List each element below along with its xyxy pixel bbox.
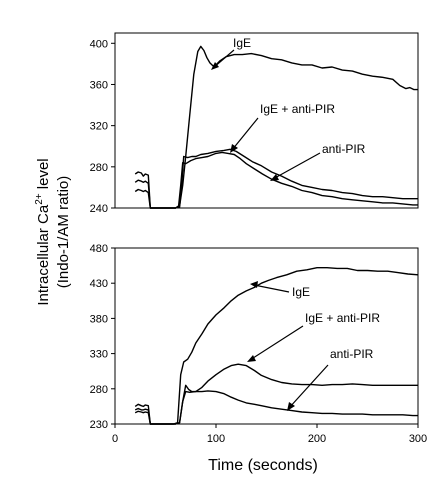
x-axis-label: Time (seconds) bbox=[208, 457, 318, 474]
y-axis-label-line2: (Indo-1/AM ratio) bbox=[55, 176, 72, 289]
bottom-x-tick-label-1: 100 bbox=[207, 433, 225, 445]
top-annot-antipir: anti-PIR bbox=[322, 142, 366, 156]
bottom-arrow-antipir bbox=[288, 364, 329, 409]
bottom-arrow-ige bbox=[253, 284, 290, 293]
bottom-arrow-ige-antipir bbox=[249, 325, 304, 361]
y-axis-label-line1: Intracellular Ca2+ level bbox=[34, 158, 52, 305]
bottom-x-tick-label-2: 200 bbox=[308, 433, 326, 445]
bottom-series-line-anti-pir bbox=[134, 390, 418, 425]
bottom-annot-antipir: anti-PIR bbox=[330, 347, 374, 361]
top-annot-ige: IgE bbox=[233, 36, 251, 50]
top-panel: 400 360 320 280 240 IgE IgE + anti-PIR anti-… bbox=[90, 32, 419, 215]
top-y-tick-label-2: 320 bbox=[90, 121, 108, 133]
top-arrow-ige-antipir bbox=[231, 117, 259, 151]
top-y-ticks: 400 360 320 280 240 bbox=[90, 38, 115, 215]
bottom-x-tick-label-3: 300 bbox=[409, 433, 427, 445]
top-y-tick-label-3: 280 bbox=[90, 162, 108, 174]
top-arrowhead-antipir bbox=[270, 174, 279, 181]
top-y-tick-label-4: 240 bbox=[90, 203, 108, 215]
top-arrowhead-ige-antipir bbox=[230, 144, 238, 153]
bottom-y-tick-label-3: 330 bbox=[90, 349, 108, 361]
top-arrowhead-ige bbox=[211, 62, 219, 70]
bottom-y-tick-label-2: 380 bbox=[90, 313, 108, 325]
bottom-arrowhead-antipir bbox=[287, 402, 295, 411]
y-axis-label: Intracellular Ca2+ level (Indo-1/AM rati… bbox=[34, 158, 72, 305]
bottom-x-ticks: 0 100 200 300 bbox=[112, 424, 427, 445]
bottom-y-tick-label-5: 230 bbox=[90, 419, 108, 431]
bottom-y-tick-label-1: 430 bbox=[90, 278, 108, 290]
bottom-annot-ige: IgE bbox=[292, 285, 310, 299]
top-panel-frame bbox=[114, 32, 419, 209]
bottom-panel: 480 430 380 330 280 230 0 100 200 300 IgE IgE + … bbox=[90, 243, 428, 474]
bottom-annot-ige-antipir: IgE + anti-PIR bbox=[305, 311, 380, 325]
top-series-line-ige bbox=[134, 45, 418, 209]
top-y-tick-label-1: 360 bbox=[90, 79, 108, 91]
top-series-lines bbox=[134, 45, 418, 209]
bottom-series-lines bbox=[134, 267, 419, 425]
bottom-y-ticks: 480 430 380 330 280 230 bbox=[90, 243, 115, 431]
bottom-panel-frame bbox=[114, 247, 419, 425]
bottom-y-tick-label-4: 280 bbox=[90, 384, 108, 396]
bottom-arrowhead-ige-antipir bbox=[247, 355, 256, 362]
bottom-series-line-ige bbox=[134, 267, 419, 425]
top-series-line-anti-pir bbox=[134, 151, 418, 209]
top-arrow-antipir bbox=[272, 152, 321, 180]
bottom-x-tick-label-0: 0 bbox=[112, 433, 118, 445]
bottom-arrowhead-ige bbox=[250, 281, 258, 288]
top-y-tick-label-0: 400 bbox=[90, 38, 108, 50]
bottom-y-tick-label-0: 480 bbox=[90, 243, 108, 255]
top-annot-ige-antipir: IgE + anti-PIR bbox=[260, 102, 335, 116]
